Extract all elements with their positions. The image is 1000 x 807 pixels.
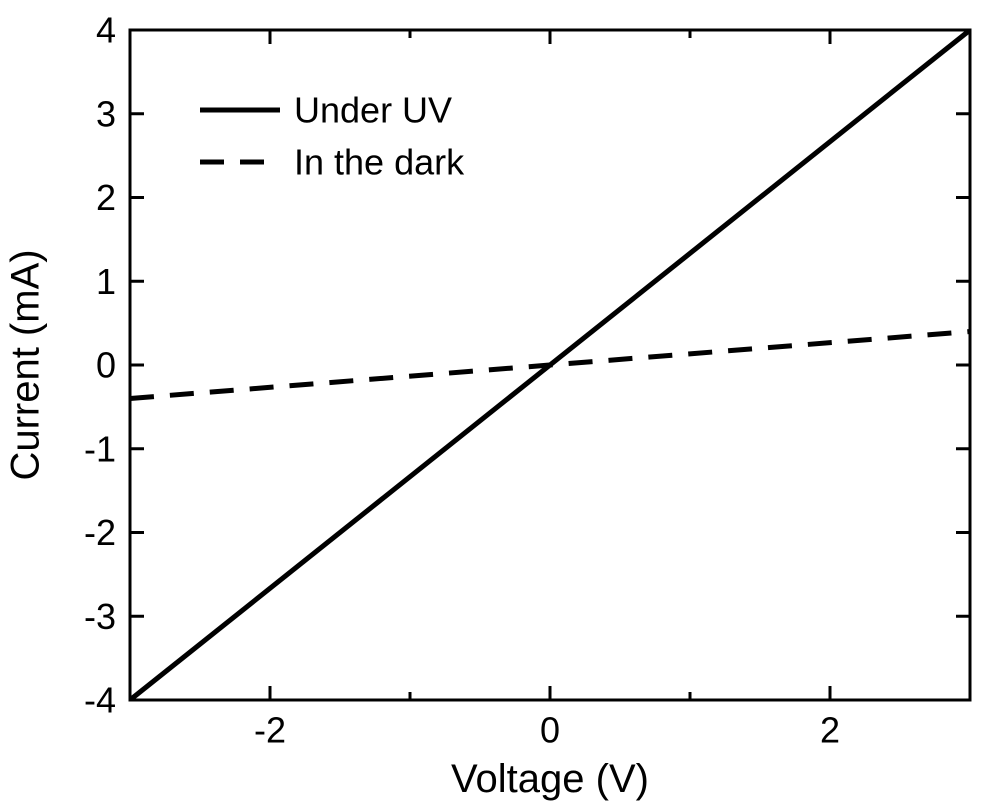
- y-tick-label: 4: [96, 10, 116, 51]
- legend-label-0: Under UV: [294, 90, 452, 131]
- iv-chart: -2 0 2 -4 -3 -2 -1 0 1 2 3 4 Voltage (V) Current (mA)…: [0, 0, 1000, 807]
- y-tick-label: 2: [96, 177, 116, 218]
- y-tick-label: 1: [96, 261, 116, 302]
- legend-label-1: In the dark: [294, 142, 465, 183]
- y-tick-label: 0: [96, 345, 116, 386]
- x-tick-label: 2: [820, 709, 840, 750]
- x-axis-label: Voltage (V): [451, 757, 649, 801]
- y-axis-label: Current (mA): [3, 249, 47, 480]
- y-tick-label: -1: [84, 428, 116, 469]
- y-tick-label: 3: [96, 93, 116, 134]
- x-tick-label: 0: [540, 709, 560, 750]
- y-tick-label: -3: [84, 596, 116, 637]
- x-tick-label: -2: [254, 709, 286, 750]
- chart-svg: -2 0 2 -4 -3 -2 -1 0 1 2 3 4 Voltage (V) Current (mA)…: [0, 0, 1000, 807]
- y-tick-label: -4: [84, 680, 116, 721]
- y-tick-label: -2: [84, 512, 116, 553]
